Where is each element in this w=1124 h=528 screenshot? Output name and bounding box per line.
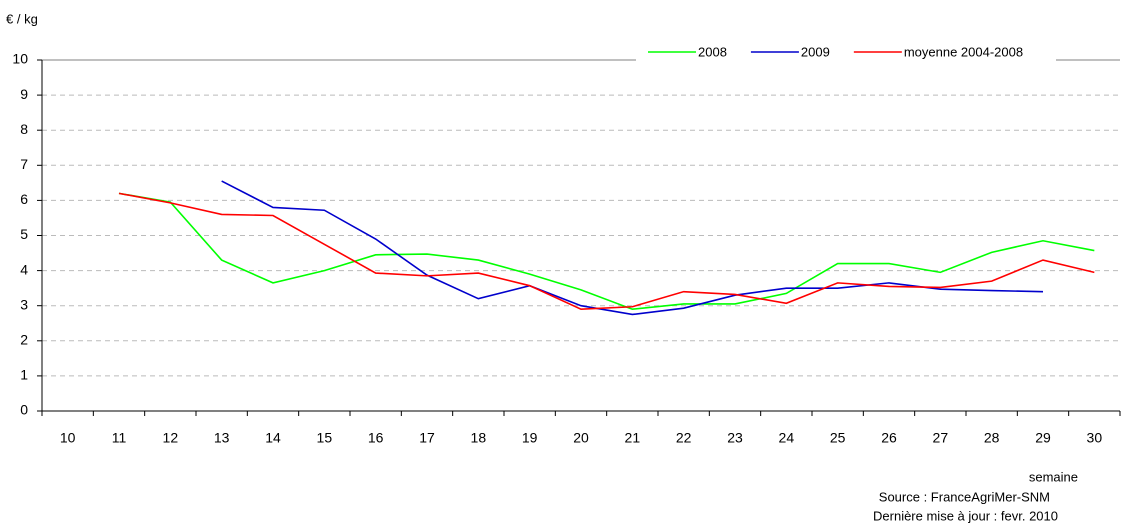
y-tick-label: 2 [20,332,28,348]
x-tick-label: 20 [573,430,589,446]
series-line [118,192,1095,311]
x-tick-label: 18 [471,430,487,446]
x-tick-label: 10 [60,430,76,446]
x-tick-label: 26 [881,430,897,446]
y-tick-label: 1 [20,367,28,383]
x-tick-label: 21 [625,430,641,446]
y-tick-label: 10 [12,51,28,67]
x-tick-label: 13 [214,430,230,446]
y-tick-label: 9 [20,86,28,102]
y-tick-label: 7 [20,156,28,172]
x-tick-label: 25 [830,430,846,446]
x-tick-label: 27 [933,430,949,446]
y-axis-label: € / kg [6,11,38,26]
x-tick-label: 17 [419,430,435,446]
x-tick-label: 19 [522,430,538,446]
y-tick-label: 5 [20,226,28,242]
x-tick-label: 22 [676,430,692,446]
y-tick-label: 4 [20,261,28,277]
x-tick-label: 12 [163,430,179,446]
y-tick-label: 8 [20,121,28,137]
x-tick-label: 24 [779,430,795,446]
series-line [221,180,1044,316]
x-axis-label: semaine [1029,469,1078,484]
legend-label: 2009 [801,44,830,59]
x-tick-label: 14 [265,430,281,446]
y-tick-label: 3 [20,296,28,312]
x-tick-label: 11 [112,430,127,446]
update-note: Dernière mise à jour : fevr. 2010 [873,508,1058,523]
legend-label: moyenne 2004-2008 [904,44,1023,59]
x-tick-label: 30 [1087,430,1103,446]
legend-label: 2008 [698,44,727,59]
source: Source : FranceAgriMer-SNM [879,489,1050,504]
legend-box [636,50,1056,70]
x-tick-label: 29 [1035,430,1051,446]
x-tick-label: 23 [727,430,743,446]
x-tick-label: 28 [984,430,1000,446]
y-tick-label: 0 [20,402,28,418]
x-tick-label: 16 [368,430,384,446]
x-tick-label: 15 [317,430,333,446]
series-line [118,192,1095,311]
y-tick-label: 6 [20,191,28,207]
